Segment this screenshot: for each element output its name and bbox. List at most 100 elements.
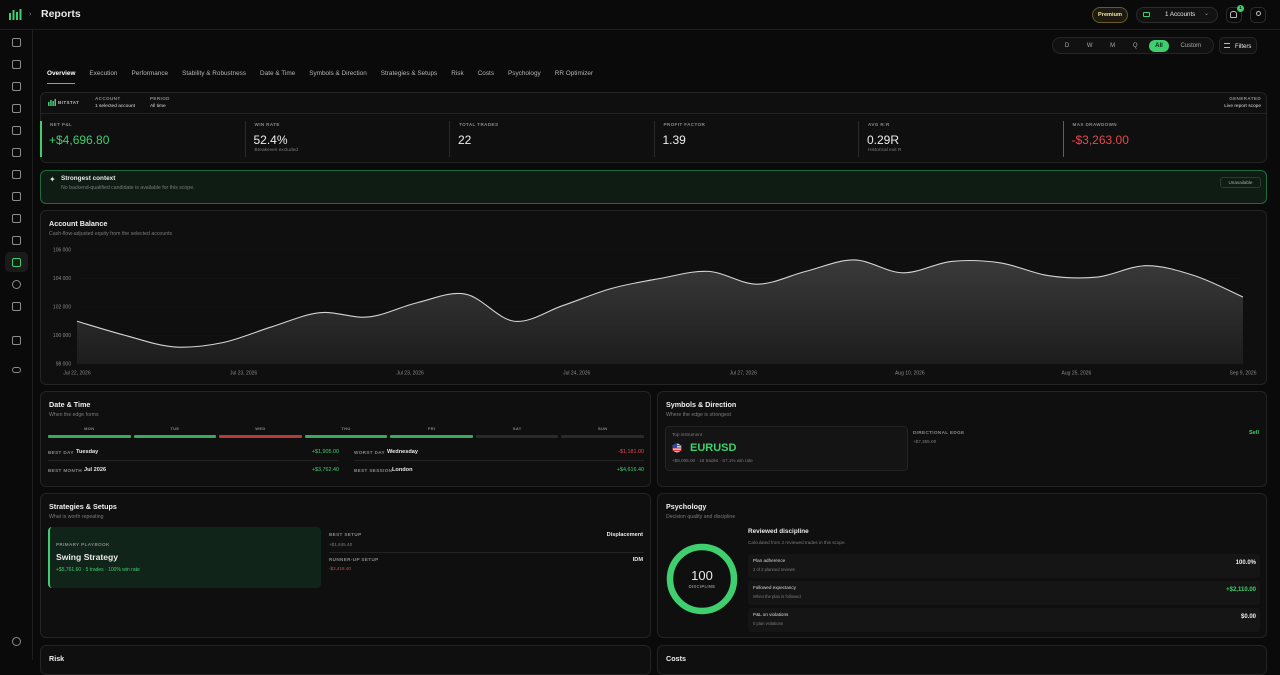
kpi-separator [653, 121, 655, 157]
profile-button[interactable] [1250, 7, 1266, 23]
discipline-text: Calculated from 2 reviewed trades in thi… [748, 540, 846, 545]
kpi-label: WIN RATE [254, 122, 280, 127]
x-tick-label: Jul 27, 2026 [730, 371, 757, 377]
kpi-label: NET P&L [50, 122, 73, 127]
row-label: P&L on violations [753, 612, 789, 617]
card-title: Date & Time [49, 400, 91, 409]
dropdown-chevron: ⌄ [1204, 11, 1210, 17]
setup-value: -$2,418.40 [329, 566, 351, 571]
kpi-separator [244, 121, 246, 157]
report-tab[interactable]: Date & Time [260, 70, 296, 77]
user-icon [1255, 11, 1261, 16]
report-tab[interactable]: Execution [89, 70, 118, 77]
nav-icon-active[interactable] [12, 258, 21, 267]
report-tab[interactable]: Risk [451, 70, 464, 77]
card-subtitle: Where the edge is strongest [666, 412, 731, 418]
direction-pnl: +$7,355.00 [913, 439, 937, 444]
report-tab[interactable]: Symbols & Direction [309, 70, 367, 77]
weekday-bar [475, 435, 559, 438]
weekday-name: SAT [512, 426, 522, 431]
nav-icon[interactable] [12, 367, 21, 373]
card-title: Strategies & Setups [49, 502, 117, 511]
report-tab[interactable]: RR Optimizer [554, 70, 594, 77]
period-tab[interactable]: D [1064, 42, 1070, 49]
stat-value: +$4,616.40 [616, 467, 644, 473]
report-tab[interactable]: Performance [131, 70, 169, 77]
nav-icon[interactable] [12, 38, 21, 47]
row-value: $0.00 [1240, 614, 1256, 620]
nav-icon[interactable] [12, 82, 21, 91]
kpi-separator [858, 121, 859, 157]
filters-button[interactable]: Filters [1219, 37, 1257, 54]
card-title: Risk [49, 654, 65, 663]
period-tab[interactable]: M [1110, 42, 1116, 49]
top-bar [0, 0, 1280, 30]
help-icon[interactable] [12, 637, 21, 646]
nav-icon[interactable] [12, 214, 21, 223]
nav-icon[interactable] [12, 302, 21, 311]
premium-badge[interactable]: Premium [1092, 7, 1128, 23]
ring-progress [666, 543, 738, 615]
stat-value: +$1,905.00 [311, 449, 339, 455]
report-tab[interactable]: Overview [47, 70, 76, 85]
period-tab[interactable]: Q [1132, 42, 1138, 49]
stat-name: Wednesday [387, 449, 418, 455]
nav-icon[interactable] [12, 192, 21, 201]
accounts-label: 1 Accounts [1165, 11, 1196, 18]
setup-label: BEST SETUP [329, 532, 362, 537]
x-tick-label: Aug 10, 2026 [895, 371, 925, 377]
stat-value: -$1,181.00 [618, 449, 644, 455]
weekday-name: MON [84, 426, 95, 431]
period-tab[interactable]: W [1086, 42, 1093, 49]
nav-icon[interactable] [12, 170, 21, 179]
kpi-value: +$4,696.80 [49, 133, 110, 147]
kpi-separator [1062, 121, 1064, 157]
weekday-bar [561, 435, 645, 438]
setup-name: Displacement [606, 532, 643, 538]
balance-chart: 98 000 100 000 102 000 104 000 106 000 Jul 22… [53, 248, 1257, 377]
x-tick-label: Aug 25, 2026 [1062, 371, 1092, 377]
stat-name: Tuesday [76, 449, 99, 455]
kpi-value: 52.4% [253, 133, 288, 147]
report-tab[interactable]: Psychology [508, 70, 541, 77]
instrument-stats: +$6,005.00 · 18 trades · 57.1% win rate [672, 458, 753, 463]
notifications-button[interactable] [1226, 7, 1242, 23]
period-tab[interactable]: All [1149, 39, 1169, 52]
psychology-card: Psychology Decision quality and discipli… [657, 493, 1267, 638]
row-note: When the plan is followed [753, 594, 801, 599]
nav-icon[interactable] [12, 236, 21, 245]
weekday-name: FRI [427, 426, 436, 431]
brand-logo [48, 99, 56, 106]
weekday-bar [390, 435, 473, 438]
nav-active-bg [5, 252, 28, 272]
account-value: 1 selected account [95, 104, 136, 109]
instrument-label: Top instrument [672, 432, 703, 437]
instrument-box [665, 426, 908, 471]
row-label: Followed expectancy [753, 585, 796, 590]
nav-icon[interactable] [12, 148, 21, 157]
date-time-card: Date & Time When the edge forms MON TUE WE… [40, 391, 651, 487]
nav-icon[interactable] [12, 60, 21, 69]
kpi-label: MAX DRAWDOWN [1072, 122, 1117, 127]
nav-icon[interactable] [12, 280, 21, 289]
balance-line [76, 259, 1244, 348]
report-tab[interactable]: Costs [477, 70, 495, 77]
weekday: WED [219, 427, 302, 439]
nav-icon[interactable] [12, 104, 21, 113]
weekday-name: TUE [170, 426, 180, 431]
balance-card: Account Balance Cash-flow-adjusted equit… [40, 210, 1267, 385]
kpi-value: 22 [458, 133, 472, 147]
weekday-bar [48, 435, 131, 438]
discipline-row [748, 554, 1260, 578]
report-tab[interactable]: Stability & Robustness [182, 70, 247, 77]
discipline-label: DISCIPLINE [688, 584, 716, 589]
generated-label: GENERATED [1229, 96, 1261, 101]
row-note: 0 plan violations [753, 621, 784, 626]
report-tab[interactable]: Strategies & Setups [380, 70, 438, 77]
period-tab[interactable]: Custom [1180, 42, 1202, 49]
stat-label: BEST DAY [48, 450, 74, 455]
nav-icon[interactable] [12, 126, 21, 135]
account-selector[interactable] [1136, 7, 1218, 23]
nav-icon[interactable] [12, 336, 21, 345]
